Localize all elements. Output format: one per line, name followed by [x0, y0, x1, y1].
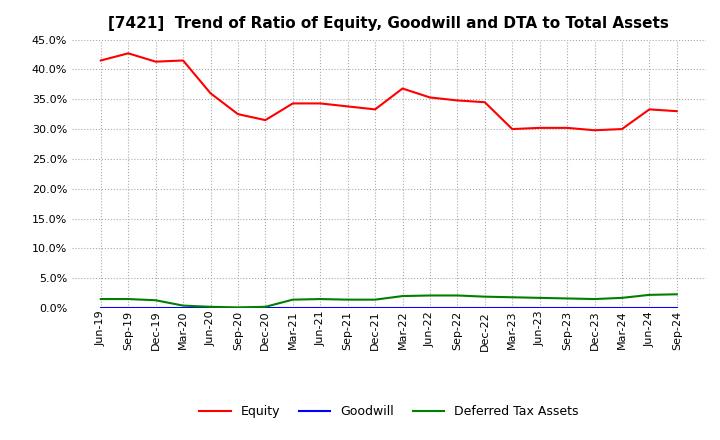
Goodwill — [645, 305, 654, 311]
Equity — [480, 99, 489, 105]
Goodwill — [179, 305, 187, 311]
Equity — [343, 104, 352, 109]
Deferred Tax Assets — [343, 297, 352, 302]
Deferred Tax Assets — [233, 305, 242, 310]
Goodwill — [508, 305, 516, 311]
Deferred Tax Assets — [261, 304, 270, 309]
Goodwill — [261, 305, 270, 311]
Deferred Tax Assets — [453, 293, 462, 298]
Equity — [289, 101, 297, 106]
Goodwill — [206, 305, 215, 311]
Deferred Tax Assets — [179, 303, 187, 308]
Goodwill — [343, 305, 352, 311]
Equity — [645, 107, 654, 112]
Line: Deferred Tax Assets: Deferred Tax Assets — [101, 294, 677, 308]
Goodwill — [672, 305, 681, 311]
Deferred Tax Assets — [618, 295, 626, 301]
Deferred Tax Assets — [96, 297, 105, 302]
Equity — [371, 107, 379, 112]
Equity — [453, 98, 462, 103]
Goodwill — [426, 305, 434, 311]
Goodwill — [316, 305, 325, 311]
Goodwill — [618, 305, 626, 311]
Deferred Tax Assets — [590, 297, 599, 302]
Goodwill — [590, 305, 599, 311]
Equity — [672, 109, 681, 114]
Goodwill — [563, 305, 572, 311]
Deferred Tax Assets — [426, 293, 434, 298]
Equity — [508, 126, 516, 132]
Goodwill — [398, 305, 407, 311]
Equity — [96, 58, 105, 63]
Equity — [563, 125, 572, 131]
Deferred Tax Assets — [508, 295, 516, 300]
Goodwill — [96, 305, 105, 311]
Goodwill — [289, 305, 297, 311]
Equity — [426, 95, 434, 100]
Deferred Tax Assets — [124, 297, 132, 302]
Goodwill — [151, 305, 160, 311]
Deferred Tax Assets — [316, 297, 325, 302]
Equity — [179, 58, 187, 63]
Equity — [316, 101, 325, 106]
Equity — [261, 117, 270, 123]
Legend: Equity, Goodwill, Deferred Tax Assets: Equity, Goodwill, Deferred Tax Assets — [194, 400, 583, 423]
Goodwill — [124, 305, 132, 311]
Deferred Tax Assets — [151, 297, 160, 303]
Deferred Tax Assets — [289, 297, 297, 302]
Deferred Tax Assets — [371, 297, 379, 302]
Title: [7421]  Trend of Ratio of Equity, Goodwill and DTA to Total Assets: [7421] Trend of Ratio of Equity, Goodwil… — [109, 16, 669, 32]
Deferred Tax Assets — [398, 293, 407, 299]
Equity — [206, 91, 215, 96]
Line: Equity: Equity — [101, 53, 677, 130]
Equity — [124, 51, 132, 56]
Equity — [233, 111, 242, 117]
Equity — [590, 128, 599, 133]
Equity — [618, 126, 626, 132]
Deferred Tax Assets — [645, 292, 654, 297]
Deferred Tax Assets — [206, 304, 215, 309]
Goodwill — [371, 305, 379, 311]
Equity — [536, 125, 544, 131]
Deferred Tax Assets — [672, 292, 681, 297]
Deferred Tax Assets — [563, 296, 572, 301]
Equity — [151, 59, 160, 64]
Goodwill — [233, 305, 242, 311]
Goodwill — [480, 305, 489, 311]
Goodwill — [453, 305, 462, 311]
Equity — [398, 86, 407, 91]
Deferred Tax Assets — [536, 295, 544, 301]
Deferred Tax Assets — [480, 294, 489, 299]
Goodwill — [536, 305, 544, 311]
